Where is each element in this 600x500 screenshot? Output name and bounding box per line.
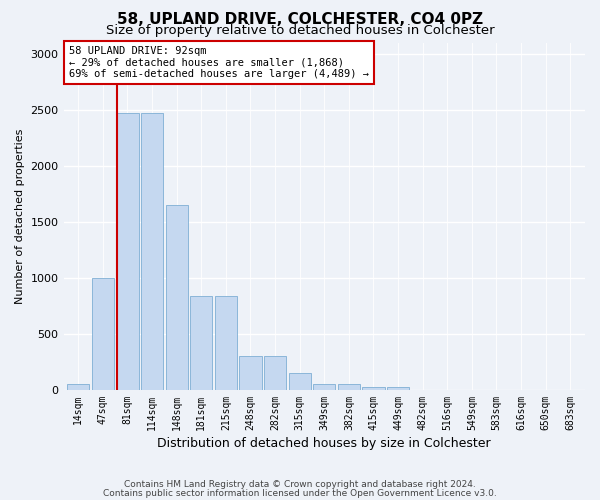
- Bar: [362, 386, 385, 390]
- Bar: [166, 205, 188, 390]
- Bar: [239, 356, 262, 390]
- Bar: [116, 113, 139, 390]
- Bar: [141, 113, 163, 390]
- Bar: [190, 296, 212, 390]
- Text: Contains public sector information licensed under the Open Government Licence v3: Contains public sector information licen…: [103, 488, 497, 498]
- Text: Size of property relative to detached houses in Colchester: Size of property relative to detached ho…: [106, 24, 494, 37]
- Y-axis label: Number of detached properties: Number of detached properties: [15, 128, 25, 304]
- Bar: [289, 373, 311, 390]
- Bar: [338, 384, 360, 390]
- Bar: [67, 384, 89, 390]
- Text: 58 UPLAND DRIVE: 92sqm
← 29% of detached houses are smaller (1,868)
69% of semi-: 58 UPLAND DRIVE: 92sqm ← 29% of detached…: [69, 46, 369, 79]
- Bar: [264, 356, 286, 390]
- Text: Contains HM Land Registry data © Crown copyright and database right 2024.: Contains HM Land Registry data © Crown c…: [124, 480, 476, 489]
- Text: 58, UPLAND DRIVE, COLCHESTER, CO4 0PZ: 58, UPLAND DRIVE, COLCHESTER, CO4 0PZ: [117, 12, 483, 28]
- X-axis label: Distribution of detached houses by size in Colchester: Distribution of detached houses by size …: [157, 437, 491, 450]
- Bar: [313, 384, 335, 390]
- Bar: [387, 386, 409, 390]
- Bar: [215, 296, 237, 390]
- Bar: [92, 278, 114, 390]
